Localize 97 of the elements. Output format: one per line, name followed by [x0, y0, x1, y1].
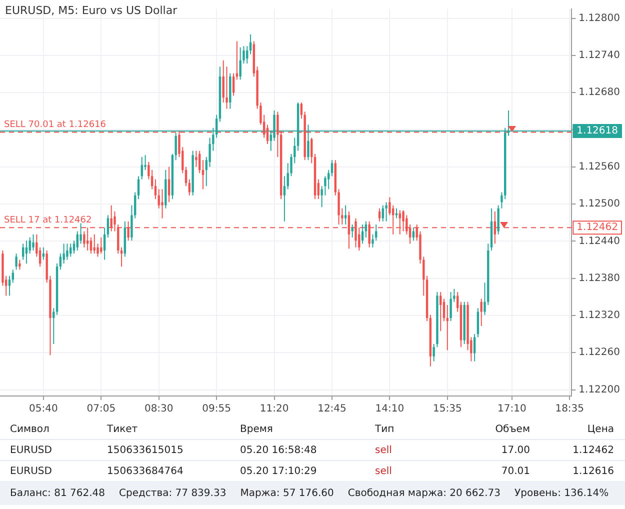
- chart-title: EURUSD, M5: Euro vs US Dollar: [5, 4, 178, 17]
- candlestick: [161, 188, 164, 219]
- candlestick: [310, 137, 313, 164]
- text: Символ: [10, 423, 50, 437]
- x-tick-label: 12:45: [318, 404, 346, 415]
- candlestick: [195, 150, 198, 168]
- candlestick: [100, 236, 102, 254]
- ref-line-label: 1.12618: [576, 126, 618, 137]
- candlestick: [330, 160, 334, 177]
- candlestick: [497, 204, 500, 235]
- candlestick: [283, 176, 286, 222]
- text: 150633615015: [107, 444, 184, 458]
- candlestick: [246, 46, 248, 64]
- y-tick-label: 1.12500: [578, 198, 620, 210]
- candlestick: [90, 236, 92, 254]
- text: 1.12462: [576, 222, 618, 234]
- text: sell: [375, 444, 392, 458]
- y-tick-label: 1.12800: [578, 12, 620, 24]
- candlestick: [38, 246, 42, 268]
- candlestick: [202, 160, 204, 190]
- candlestick: [154, 178, 157, 200]
- text: Тикет: [107, 423, 138, 437]
- y-tick-label: 1.12380: [578, 272, 620, 284]
- text: Тип: [375, 423, 394, 437]
- text: Объем: [495, 423, 530, 437]
- x-tick-label: 05:40: [29, 404, 58, 415]
- text: Цена: [587, 423, 614, 437]
- x-tick-label: 11:20: [260, 404, 289, 415]
- candlestick: [158, 188, 160, 209]
- text: 1.12616: [572, 465, 614, 479]
- candlestick: [150, 169, 154, 190]
- candlestick: [188, 178, 191, 196]
- candlestick: [184, 166, 188, 187]
- text: Время: [240, 423, 273, 437]
- y-tick-label: 1.12680: [578, 87, 620, 98]
- text: 1.12462: [572, 444, 614, 458]
- x-tick-label: 14:10: [375, 404, 404, 415]
- candlestick: [232, 72, 235, 96]
- x-tick-label: 08:30: [144, 404, 174, 415]
- candlestick: [15, 253, 18, 270]
- text: 150633684764: [107, 465, 184, 479]
- ref-line-label: SELL 70.01 at 1.12616: [4, 120, 106, 130]
- candlestick: [80, 222, 82, 244]
- candlestick: [442, 298, 446, 322]
- x-tick-label: 07:05: [86, 404, 116, 415]
- candlestick: [450, 291, 452, 322]
- candlestick: [66, 243, 68, 260]
- x-tick-label: 18:35: [555, 404, 584, 415]
- candlestick: [249, 34, 252, 55]
- candlestick: [327, 169, 330, 190]
- candlestick: [8, 275, 11, 296]
- candlestick: [168, 166, 170, 203]
- candlestick: [198, 150, 201, 174]
- text: EURUSD: [10, 465, 52, 479]
- candlestick: [378, 208, 381, 222]
- candlestick: [32, 234, 34, 251]
- x-tick-label: 17:10: [497, 404, 526, 415]
- candlestick: [59, 253, 62, 270]
- text: Уровень: 136.14%: [514, 488, 609, 498]
- ref-line-label: SELL 17 at 1.12462: [4, 215, 92, 226]
- text: Свободная маржа: 20 662.73: [348, 488, 501, 498]
- x-tick-label: 09:55: [202, 404, 231, 415]
- candlestick: [222, 60, 224, 103]
- candlestick: [473, 334, 476, 362]
- y-tick-label: 1.12320: [578, 310, 620, 322]
- text: Маржа: 57 176.60: [240, 488, 334, 498]
- candlestick: [480, 298, 482, 327]
- candlestick: [239, 46, 242, 80]
- x-tick-label: 15:35: [432, 404, 462, 415]
- y-tick-label: 1.12560: [578, 161, 620, 172]
- candlestick: [140, 156, 143, 180]
- text: Средства: 77 839.33: [119, 488, 226, 498]
- candlestick: [76, 230, 78, 251]
- candlestick: [137, 176, 140, 200]
- text: 05.20 16:58:48: [240, 444, 317, 458]
- text: Баланс: 81 762.48: [10, 488, 105, 498]
- y-tick-label: 1.12740: [578, 50, 620, 62]
- candlestick: [28, 236, 31, 254]
- y-tick-label: 1.12260: [578, 347, 620, 358]
- y-tick-label: 1.12200: [578, 384, 620, 396]
- candlestick: [364, 220, 368, 238]
- y-tick-label: 1.12440: [578, 236, 620, 247]
- candlestick: [344, 204, 347, 225]
- candlestick: [351, 224, 354, 238]
- candlestick: [385, 202, 388, 222]
- text: 05.20 17:10:29: [240, 465, 317, 479]
- candlestick: [432, 343, 435, 362]
- candlestick: [83, 230, 86, 248]
- text: EURUSD: [10, 444, 52, 458]
- candlestick: [106, 214, 110, 238]
- candlestick: [103, 227, 106, 260]
- text: 17.00: [501, 444, 530, 458]
- candlestick: [440, 291, 442, 332]
- text: 70.01: [501, 465, 530, 479]
- candlestick: [382, 204, 384, 222]
- text: sell: [375, 465, 392, 479]
- candlestick: [18, 259, 21, 270]
